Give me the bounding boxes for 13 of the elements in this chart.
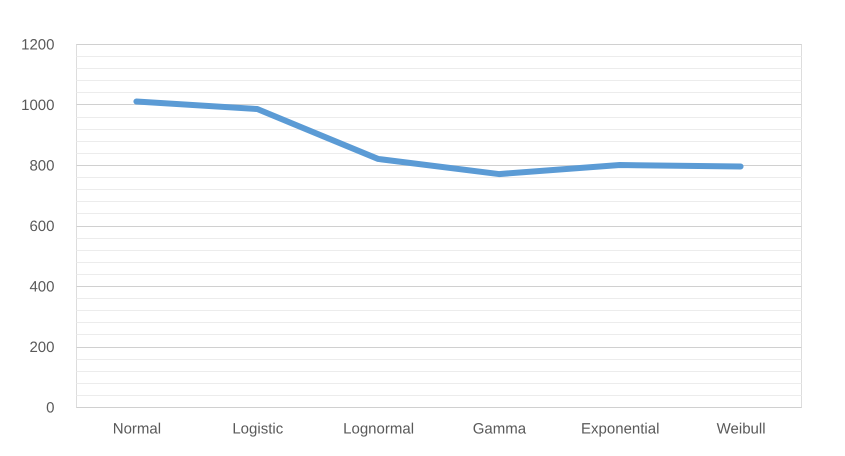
y-tick-label: 1200: [21, 36, 54, 54]
y-tick-label: 800: [29, 158, 54, 174]
y-tick-label: 0: [46, 400, 54, 416]
y-tick-label: 1000: [21, 97, 54, 114]
x-tick-label: Exponential: [581, 420, 660, 438]
x-tick-label: Lognormal: [343, 420, 414, 438]
x-tick-label: Weibull: [716, 420, 766, 438]
y-tick-label: 400: [29, 278, 54, 296]
x-tick-label: Gamma: [472, 420, 527, 438]
x-tick-label: Logistic: [232, 420, 284, 438]
x-tick-label: Normal: [112, 420, 162, 438]
y-tick-label: 200: [29, 339, 54, 356]
y-tick-label: 600: [29, 218, 54, 235]
